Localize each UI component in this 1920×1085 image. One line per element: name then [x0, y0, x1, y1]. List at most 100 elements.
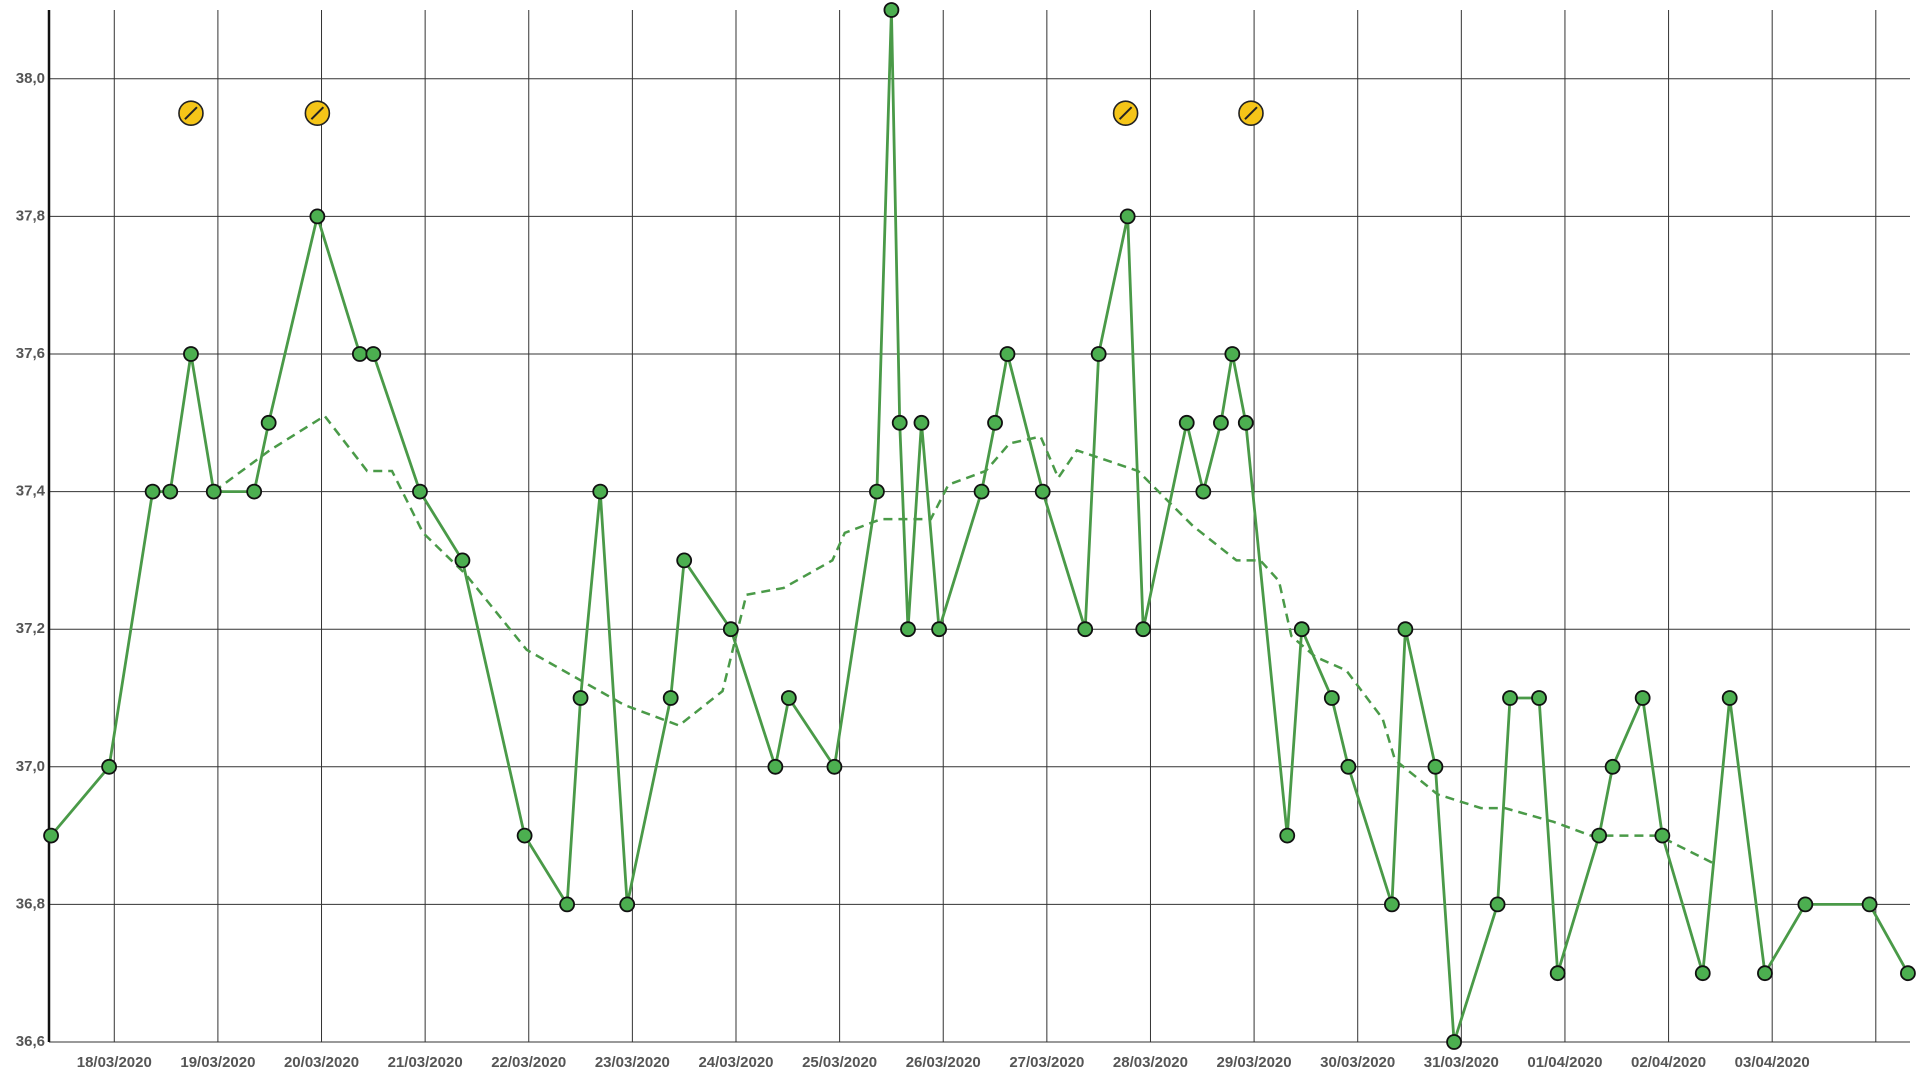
medication-marker: [1112, 100, 1139, 126]
marker-slash: [310, 106, 325, 120]
x-tick-label: 18/03/2020: [77, 1054, 152, 1071]
y-tick-label: 37,2: [16, 620, 45, 637]
data-point: [1489, 896, 1506, 913]
data-point: [913, 414, 930, 431]
data-point: [1237, 414, 1254, 431]
y-tick-label: 37,0: [16, 758, 45, 775]
x-tick-label: 27/03/2020: [1009, 1054, 1084, 1071]
data-point: [1604, 758, 1621, 775]
data-point: [1757, 965, 1773, 982]
trend-line: [213, 414, 1714, 865]
y-tick-label: 36,6: [16, 1033, 45, 1050]
x-tick-label: 22/03/2020: [491, 1054, 566, 1071]
y-tick-label: 37,4: [16, 483, 46, 500]
x-tick-label: 31/03/2020: [1424, 1054, 1499, 1071]
data-point: [1861, 896, 1878, 913]
data-point: [883, 2, 900, 18]
data-point: [826, 758, 843, 775]
data-point: [1694, 965, 1711, 982]
x-tick-label: 03/04/2020: [1735, 1054, 1810, 1071]
series: [43, 2, 1916, 1050]
data-point: [1178, 414, 1195, 431]
marker-slash: [1244, 106, 1258, 120]
data-point: [1279, 827, 1296, 844]
medication-marker: [304, 100, 331, 126]
data-point: [1340, 758, 1357, 775]
data-point: [722, 621, 739, 638]
data-point: [931, 621, 947, 638]
data-point: [1195, 483, 1212, 500]
data-point: [1654, 827, 1671, 844]
data-point: [43, 827, 59, 844]
x-tick-label: 19/03/2020: [180, 1054, 255, 1071]
data-point: [1900, 965, 1916, 982]
x-tick-label: 21/03/2020: [388, 1054, 463, 1071]
data-point: [1323, 690, 1340, 706]
data-point: [619, 896, 636, 913]
data-point: [183, 346, 199, 362]
data-point: [662, 690, 679, 706]
data-point: [1090, 346, 1107, 362]
data-point: [365, 346, 382, 362]
data-point: [144, 483, 161, 500]
data-point: [999, 346, 1016, 362]
medication-marker: [1238, 100, 1264, 126]
data-point: [1549, 965, 1566, 982]
data-point: [516, 827, 533, 844]
data-point: [412, 483, 428, 500]
temperature-line: [50, 9, 1910, 1043]
y-tick-label: 37,8: [16, 207, 45, 224]
data-point: [1634, 690, 1651, 706]
data-point: [780, 690, 797, 706]
marker-slash: [1118, 106, 1133, 120]
data-point: [869, 483, 885, 500]
data-point: [205, 483, 222, 500]
data-point: [767, 758, 784, 775]
data-point: [1293, 621, 1310, 638]
data-point: [1591, 827, 1608, 844]
data-point: [1721, 690, 1738, 706]
x-tick-label: 23/03/2020: [595, 1054, 670, 1071]
data-point: [309, 208, 326, 225]
data-point: [987, 414, 1003, 431]
x-tick-label: 20/03/2020: [284, 1054, 359, 1071]
x-tick-label: 26/03/2020: [906, 1054, 981, 1071]
x-tick-label: 30/03/2020: [1320, 1054, 1395, 1071]
grid: 36,6 36,8 37,0 37,2 37,4 37,6 37,8 38,0 18/03/20…: [16, 10, 1910, 1071]
data-point: [1077, 621, 1094, 638]
data-point: [1224, 346, 1241, 362]
data-point: [973, 483, 990, 500]
data-point: [900, 621, 916, 638]
x-tick-label: 24/03/2020: [698, 1054, 773, 1071]
marker-slash: [184, 106, 198, 120]
x-tick-label: 01/04/2020: [1527, 1054, 1602, 1071]
data-point: [676, 552, 693, 569]
x-tick-label: 28/03/2020: [1113, 1054, 1188, 1071]
data-point: [1502, 690, 1518, 706]
y-tick-label: 36,8: [16, 895, 45, 912]
data-point: [1397, 621, 1414, 638]
data-point: [592, 483, 609, 500]
data-point: [1135, 621, 1152, 638]
data-point: [891, 414, 908, 431]
data-point: [162, 483, 179, 500]
y-tick-label: 38,0: [16, 70, 45, 87]
data-point: [454, 552, 471, 569]
x-tick-label: 25/03/2020: [802, 1054, 877, 1071]
data-point: [559, 896, 575, 913]
data-point: [260, 414, 277, 431]
data-point: [1797, 896, 1814, 913]
x-tick-label: 02/04/2020: [1631, 1054, 1706, 1071]
data-point: [1446, 1034, 1462, 1050]
medication-marker: [178, 100, 204, 126]
data-point: [1034, 483, 1051, 500]
data-point: [1119, 208, 1136, 225]
data-point: [101, 758, 117, 775]
data-point: [1213, 414, 1229, 431]
data-point: [351, 346, 368, 362]
data-point: [1384, 896, 1400, 913]
data-point: [1531, 690, 1547, 706]
data-point: [1427, 758, 1444, 775]
data-point: [246, 483, 263, 500]
